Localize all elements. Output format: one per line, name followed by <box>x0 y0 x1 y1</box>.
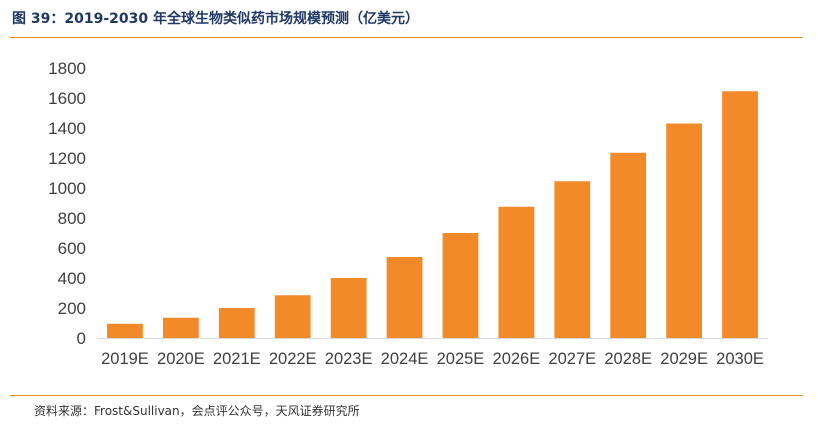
title-divider <box>10 37 803 38</box>
x-tick-label: 2027E <box>548 350 596 368</box>
x-axis: 2019E 2020E 2021E 2022E 2023E 2024E 2025E 2026E… <box>101 350 764 368</box>
y-tick-label: 600 <box>58 239 86 258</box>
y-tick-label: 1200 <box>48 149 86 168</box>
x-tick-label: 2028E <box>604 350 652 368</box>
x-tick-label: 2021E <box>213 350 261 368</box>
y-tick-label: 200 <box>58 299 86 318</box>
y-tick-label: 1600 <box>48 89 86 108</box>
y-tick-label: 1000 <box>48 179 86 198</box>
bar-chart: 0 200 400 600 800 1000 1200 1400 1600 1800 2019E 2… <box>0 40 818 390</box>
y-tick-label: 1800 <box>48 59 86 78</box>
source-note: 资料来源：Frost&Sullivan，会点评公众号，天风证券研究所 <box>34 404 360 418</box>
bar-2024E <box>386 257 423 338</box>
bar-2030E <box>722 91 758 338</box>
bar-series <box>107 91 758 338</box>
figure-title: 图 39：2019-2030 年全球生物类似药市场规模预测（亿美元） <box>12 11 419 27</box>
bar-2021E <box>218 308 255 338</box>
bar-2025E <box>442 233 479 338</box>
bar-2028E <box>610 152 647 338</box>
source-divider <box>10 395 803 396</box>
y-tick-label: 1400 <box>48 119 86 138</box>
x-tick-label: 2026E <box>493 350 541 368</box>
x-tick-label: 2019E <box>101 350 149 368</box>
x-tick-label: 2022E <box>269 350 317 368</box>
x-tick-label: 2025E <box>437 350 485 368</box>
x-tick-label: 2023E <box>325 350 373 368</box>
bar-2027E <box>554 181 591 338</box>
y-axis: 0 200 400 600 800 1000 1200 1400 1600 1800 <box>48 59 86 348</box>
y-tick-label: 400 <box>58 269 86 288</box>
bar-2023E <box>330 278 367 338</box>
bar-2026E <box>498 206 535 338</box>
bar-2022E <box>274 295 311 338</box>
bar-2020E <box>162 317 199 338</box>
x-tick-label: 2024E <box>381 350 429 368</box>
x-tick-label: 2020E <box>157 350 205 368</box>
bar-2019E <box>107 323 143 338</box>
bar-2029E <box>666 123 703 338</box>
x-tick-label: 2030E <box>716 350 764 368</box>
y-tick-label: 0 <box>77 329 86 348</box>
y-tick-label: 800 <box>58 209 86 228</box>
x-tick-label: 2029E <box>660 350 708 368</box>
